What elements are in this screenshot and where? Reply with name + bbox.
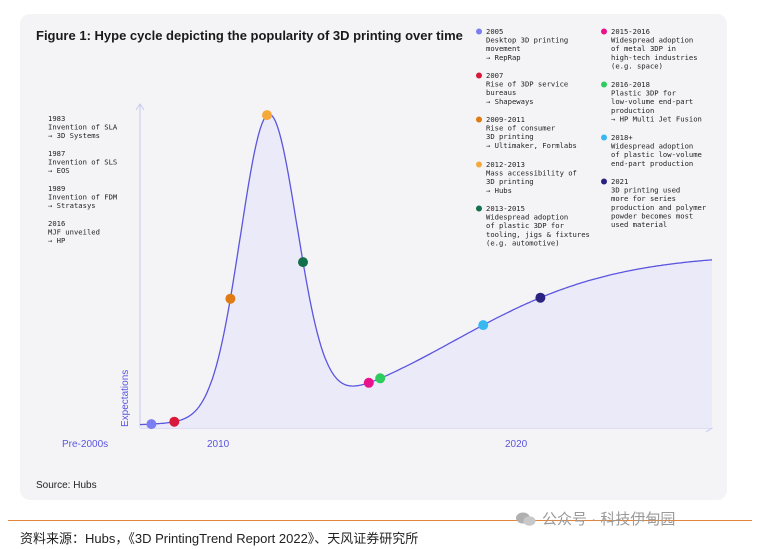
legend-swatch <box>476 206 482 212</box>
source-note: Source: Hubs <box>36 480 97 491</box>
legend-text: → Ultimaker, Formlabs <box>486 141 577 150</box>
x-tick-label: 2020 <box>505 439 528 450</box>
annotation-line: → Stratasys <box>48 201 96 210</box>
legend-text: → Hubs <box>486 186 512 195</box>
annotation-line: → 3D Systems <box>48 131 100 140</box>
legend-text: used material <box>611 220 667 229</box>
legend-text: (e.g. space) <box>611 61 663 70</box>
credit-line: 资料来源：Hubs，《3D PrintingTrend Report 2022》… <box>20 528 418 547</box>
legend-swatch <box>601 29 607 35</box>
watermark-text: 公众号 · 科技伊甸园 <box>542 508 675 529</box>
legend-swatch <box>601 179 607 185</box>
annotation-line: → EOS <box>48 166 70 175</box>
legend-swatch <box>601 135 607 141</box>
milestone-point <box>262 110 272 120</box>
hype-cycle-chart: Expectations Pre-2000s 2010 2020 1983Inv… <box>0 0 759 549</box>
milestone-point <box>169 417 179 427</box>
legend-text: (e.g. automotive) <box>486 238 560 247</box>
milestone-point <box>375 373 385 383</box>
legend-swatch <box>476 117 482 123</box>
legend-swatch <box>476 162 482 168</box>
legend-text: → RepRap <box>486 53 521 62</box>
wechat-icon <box>515 511 537 527</box>
legend-swatch <box>476 29 482 35</box>
milestone-point <box>478 320 488 330</box>
milestone-point <box>225 294 235 304</box>
x-tick-label: 2010 <box>207 439 230 450</box>
legend-swatch <box>601 82 607 88</box>
milestone-point <box>364 378 374 388</box>
legend-text: → HP Multi Jet Fusion <box>611 114 702 123</box>
y-axis-label: Expectations <box>120 370 131 427</box>
watermark: 公众号 · 科技伊甸园 <box>515 508 675 529</box>
milestone-point <box>146 419 156 429</box>
milestone-point <box>535 293 545 303</box>
legend-item: 2016-2018Plastic 3DP forlow-volume end-p… <box>601 80 702 123</box>
milestone-point <box>298 257 308 267</box>
legend-swatch <box>476 73 482 79</box>
legend-text: → Shapeways <box>486 97 534 106</box>
x-tick-label: Pre-2000s <box>62 439 108 450</box>
legend-text: end-part production <box>611 159 693 168</box>
annotation-line: → HP <box>48 236 65 245</box>
